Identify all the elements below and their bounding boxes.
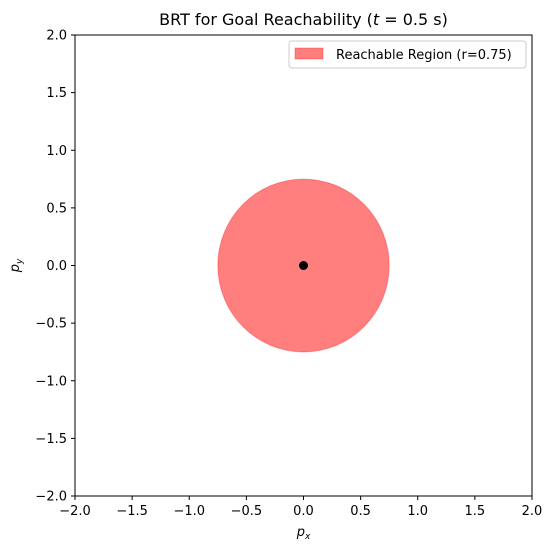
x-tick-label: 0.0 [293, 504, 314, 519]
y-tick-label: 0.0 [46, 259, 67, 274]
y-axis-label: py [8, 258, 25, 273]
y-axis-label-base: p [8, 264, 23, 273]
y-tick-label: −1.5 [35, 432, 67, 447]
x-tick-label: 0.5 [350, 504, 371, 519]
x-tick-label: 1.5 [465, 504, 486, 519]
legend-swatch [294, 47, 324, 60]
y-tick-label: −1.0 [35, 374, 67, 389]
legend: Reachable Region (r=0.75) [288, 40, 527, 69]
plot-area [74, 34, 533, 497]
y-tick-label: 1.5 [46, 86, 67, 101]
legend-label: Reachable Region (r=0.75) [336, 48, 512, 63]
x-tick-label: −0.5 [231, 504, 263, 519]
y-tick-label: −2.0 [35, 490, 67, 505]
x-tick-label: 1.0 [407, 504, 428, 519]
y-tick-label: 1.0 [46, 144, 67, 159]
x-tick-label: 2.0 [522, 504, 543, 519]
x-tick-label: −2.0 [59, 504, 91, 519]
y-axis-label-subscript: y [15, 258, 25, 265]
title-suffix: = 0.5 s) [379, 10, 448, 29]
ticks: −2.0 −1.5 −1.0 −0.5 0.0 0.5 1.0 1.5 2.0 −2.0 −1.5 −… [35, 29, 542, 520]
y-tick-label: 2.0 [46, 29, 67, 44]
x-axis-label-subscript: x [304, 532, 311, 542]
y-tick-label: 0.5 [46, 201, 67, 216]
x-tick-label: −1.0 [173, 504, 205, 519]
y-tick-label: −0.5 [35, 317, 67, 332]
x-tick-label: −1.5 [116, 504, 148, 519]
x-axis-label: px [296, 525, 311, 542]
chart-title: BRT for Goal Reachability (t = 0.5 s) [159, 10, 448, 29]
title-variable: t [373, 10, 380, 29]
x-axis-label-base: p [296, 525, 305, 540]
title-prefix: BRT for Goal Reachability ( [159, 10, 373, 29]
legend-box [288, 40, 527, 69]
goal-point [299, 261, 308, 270]
